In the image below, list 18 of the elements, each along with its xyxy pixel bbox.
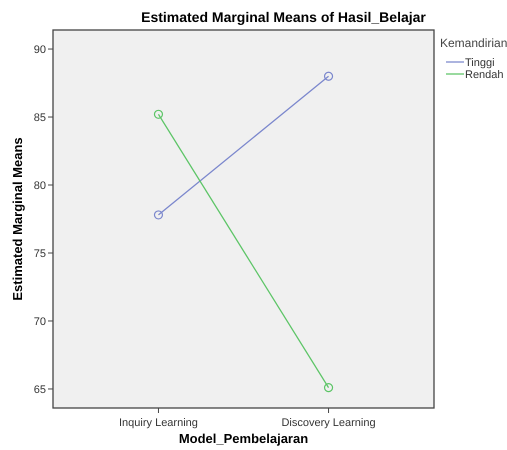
y-tick-label: 90 — [34, 44, 46, 56]
legend-label: Tinggi — [465, 56, 495, 69]
x-tick-label: Discovery Learning — [281, 417, 376, 429]
legend-title: Kemandirian — [440, 36, 507, 50]
y-tick-label: 80 — [34, 180, 46, 192]
legend-label: Rendah — [465, 68, 504, 81]
point — [154, 110, 164, 119]
point — [154, 210, 164, 220]
point — [324, 72, 334, 81]
y-tick-label: 70 — [34, 316, 46, 328]
y-tick-label: 75 — [34, 248, 46, 260]
x-tick-label: Inquiry Learning — [119, 417, 198, 429]
y-axis-title: Estimated Marginal Means — [10, 137, 25, 301]
chart-title: Estimated Marginal Means of Hasil_Belajar — [141, 9, 426, 25]
y-tick-label: 85 — [34, 112, 46, 124]
y-tick-label: 65 — [34, 384, 46, 396]
x-axis-title: Model_Pembelajaran — [178, 431, 308, 446]
point — [324, 383, 334, 392]
